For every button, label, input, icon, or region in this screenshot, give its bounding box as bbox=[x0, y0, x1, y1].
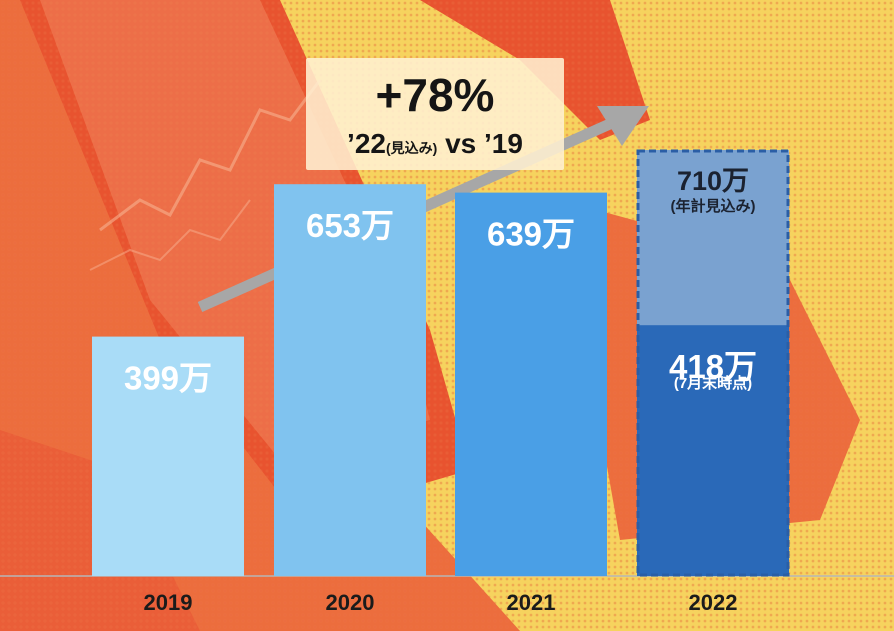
projected-value-label: 710万 bbox=[677, 166, 749, 196]
bar-2021 bbox=[455, 192, 607, 576]
growth-callout: +78% ’22(見込み) vs ’19 bbox=[306, 58, 564, 170]
tick-label-2020: 2020 bbox=[326, 590, 375, 615]
tick-label-2021: 2021 bbox=[507, 590, 556, 615]
value-label-2021: 639万 bbox=[487, 216, 575, 253]
tick-label-2019: 2019 bbox=[144, 590, 193, 615]
tick-label-2022: 2022 bbox=[689, 590, 738, 615]
value-label-2019: 399万 bbox=[124, 360, 212, 397]
comparison-sub: (見込み) bbox=[385, 140, 438, 156]
growth-headline: +78% bbox=[375, 69, 495, 121]
comparison-main: ’22 bbox=[347, 128, 386, 159]
bar-2020 bbox=[274, 184, 426, 576]
bar-2019 bbox=[92, 336, 244, 576]
comparison-tail: vs ’19 bbox=[437, 128, 523, 159]
projected-note: (年計見込み) bbox=[671, 197, 756, 215]
bar-2022-projected-outline bbox=[636, 149, 790, 577]
bar-2022 bbox=[637, 325, 789, 576]
growth-comparison: ’22(見込み) vs ’19 bbox=[306, 128, 564, 164]
partial-note: (7月末時点) bbox=[674, 374, 752, 392]
growth-arrow-head bbox=[597, 106, 649, 146]
value-label-2022: 418万 bbox=[669, 348, 757, 385]
value-label-2020: 653万 bbox=[306, 207, 394, 244]
